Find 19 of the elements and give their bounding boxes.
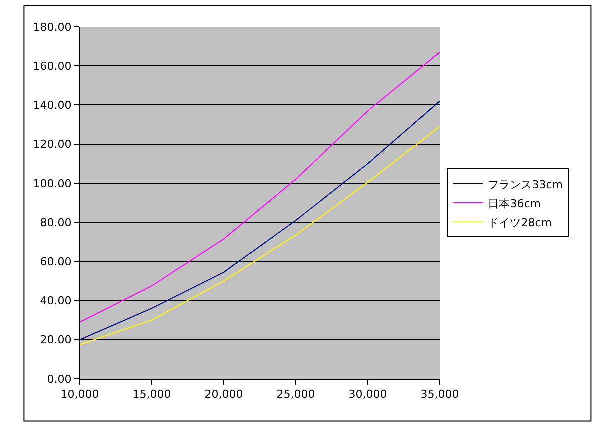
x-tick-label: 15,000 xyxy=(132,388,172,402)
y-tick-label: 180.00 xyxy=(33,20,72,34)
legend-label: ドイツ28cm xyxy=(488,216,552,230)
y-tick-label: 120.00 xyxy=(33,138,72,152)
y-tick-label: 60.00 xyxy=(40,256,72,269)
x-tick-label: 35,000 xyxy=(420,388,460,402)
y-tick-label: 140.00 xyxy=(33,99,72,112)
y-tick-label: 80.00 xyxy=(40,216,72,230)
x-tick-label: 10,000 xyxy=(60,388,100,402)
y-tick-label: 40.00 xyxy=(40,294,72,308)
y-tick-label: 20.00 xyxy=(40,334,72,347)
y-tick-label: 0.00 xyxy=(47,372,72,386)
legend-label: 日本36cm xyxy=(488,197,541,210)
x-tick-label: 25,000 xyxy=(276,388,316,402)
x-tick-label: 20,000 xyxy=(204,388,244,402)
legend-label: フランス33cm xyxy=(488,178,563,192)
x-tick-label: 30,000 xyxy=(348,388,388,402)
y-tick-label: 160.00 xyxy=(33,60,72,73)
y-tick-label: 100.00 xyxy=(33,177,72,190)
